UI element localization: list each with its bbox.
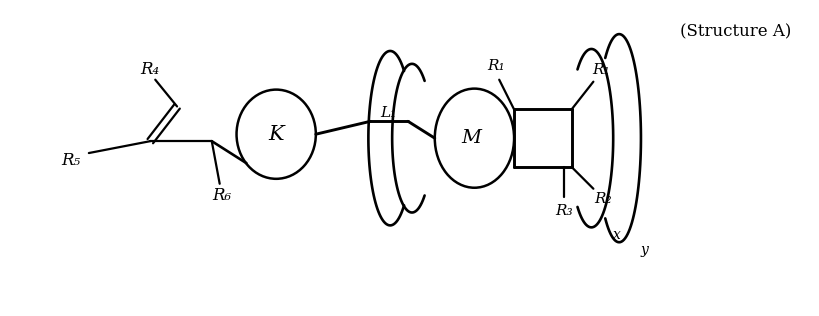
Text: y: y <box>640 243 648 257</box>
Text: R₄: R₄ <box>141 61 160 78</box>
Text: (Structure A): (Structure A) <box>680 24 790 41</box>
Text: R₆: R₆ <box>212 187 231 204</box>
Text: R₁: R₁ <box>592 63 609 77</box>
Text: M: M <box>461 129 481 147</box>
Text: R₁: R₁ <box>486 59 505 73</box>
Text: x: x <box>613 228 620 242</box>
Text: L₁: L₁ <box>379 106 396 120</box>
Text: R₂: R₂ <box>594 191 611 206</box>
Text: R₃: R₃ <box>554 204 572 217</box>
Text: R₅: R₅ <box>61 153 80 169</box>
Text: K: K <box>268 125 283 144</box>
